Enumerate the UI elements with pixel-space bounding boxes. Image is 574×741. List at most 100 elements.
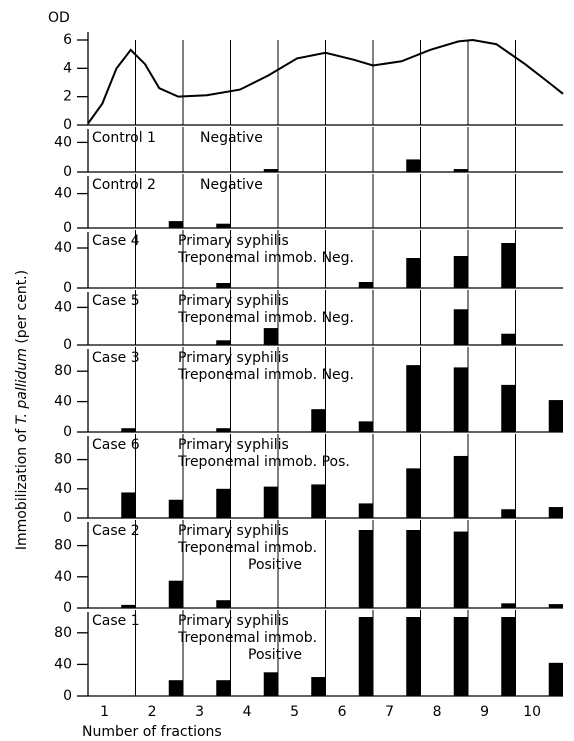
panel-annotation: Treponemal immob. Neg. [177,310,354,326]
panel-annotation: Case 1 [92,613,140,629]
bar [311,484,326,518]
bar [263,328,278,345]
y-tick-label: 80 [54,452,72,468]
y-tick-label: 40 [54,240,72,256]
bar [216,428,231,432]
y-tick-label: 40 [54,481,72,497]
panel-annotation: Primary syphilis [178,293,289,309]
bar [216,340,231,345]
bar [453,455,468,518]
y-tick-label: 40 [54,656,72,672]
y-label-part: T. pallidum [14,348,30,424]
panel-annotation: Treponemal immob. Neg. [177,367,354,383]
bar [548,507,563,518]
bar [548,604,563,608]
bar [548,662,563,696]
y-tick-label: 0 [63,164,72,180]
bar [548,400,563,432]
y-label-part: Immobilization of [14,424,30,550]
bar [168,580,183,608]
x-axis-label: Number of fractions [82,724,222,740]
x-tick-label: 6 [338,704,347,720]
x-tick-label: 10 [523,704,541,720]
panel-annotation: Positive [248,557,302,573]
panel-annotation: Treponemal immob. [177,540,317,556]
y-tick-label: 0 [63,220,72,236]
bar [358,503,373,518]
bar [501,243,516,288]
y-tick-label: 80 [54,625,72,641]
panel-annotation: Case 4 [92,233,140,249]
bar [121,428,136,432]
x-tick-label: 7 [385,704,394,720]
y-tick-label: 4 [63,60,72,76]
panel-annotation: Primary syphilis [178,523,289,539]
y-tick-label: 0 [63,337,72,353]
y-axis-label: OD [48,10,70,26]
x-tick-label: 4 [243,704,252,720]
y-tick-label: 0 [63,117,72,133]
panel-annotation: Positive [248,647,302,663]
panel-annotation: Control 1 [92,130,156,146]
panel-annotation: Treponemal immob. [177,630,317,646]
y-label-part: (per cent.) [14,270,30,348]
y-tick-label: 6 [63,32,72,48]
bar [501,384,516,432]
bar [263,486,278,518]
bar [121,492,136,518]
bar [358,530,373,608]
x-tick-label: 3 [195,704,204,720]
bar [168,221,183,228]
y-tick-label: 80 [54,363,72,379]
bar [406,617,421,696]
bar [168,499,183,518]
bar [216,600,231,608]
y-tick-label: 0 [63,424,72,440]
panel-annotation: Treponemal immob. Neg. [177,250,354,266]
y-tick-label: 80 [54,538,72,554]
y-tick-label: 40 [54,186,72,202]
panel-annotation: Treponemal immob. Pos. [177,454,350,470]
bar [216,223,231,228]
bar [216,680,231,696]
panel-annotation: Control 2 [92,177,156,193]
bar [501,603,516,608]
bar [263,169,278,172]
y-tick-label: 0 [63,600,72,616]
panel-annotation: Case 5 [92,293,140,309]
bar [501,333,516,345]
x-tick-label: 5 [290,704,299,720]
bar [453,617,468,696]
bar [453,367,468,432]
panel-annotation: Case 2 [92,523,140,539]
x-tick-label: 8 [433,704,442,720]
bar [358,282,373,288]
bar [501,509,516,518]
panel-annotation: Primary syphilis [178,350,289,366]
bar [216,488,231,518]
bar [358,617,373,696]
bar [406,530,421,608]
bar [121,604,136,608]
bar [311,677,326,696]
panel-annotation: Negative [200,177,263,193]
panel-annotation: Primary syphilis [178,613,289,629]
bar [453,256,468,288]
bar [263,672,278,696]
x-tick-label: 2 [148,704,157,720]
bar [406,258,421,288]
bar [216,283,231,288]
y-tick-label: 0 [63,280,72,296]
bar [406,365,421,432]
bar [311,409,326,432]
bar [406,468,421,518]
panel-annotation: Case 3 [92,350,140,366]
od-curve [87,38,564,125]
panel-annotation: Negative [200,130,263,146]
panel-annotation: Case 6 [92,437,140,453]
panel-annotation: Primary syphilis [178,437,289,453]
y-tick-label: 40 [54,299,72,315]
y-tick-label: 40 [54,569,72,585]
bar [168,680,183,696]
